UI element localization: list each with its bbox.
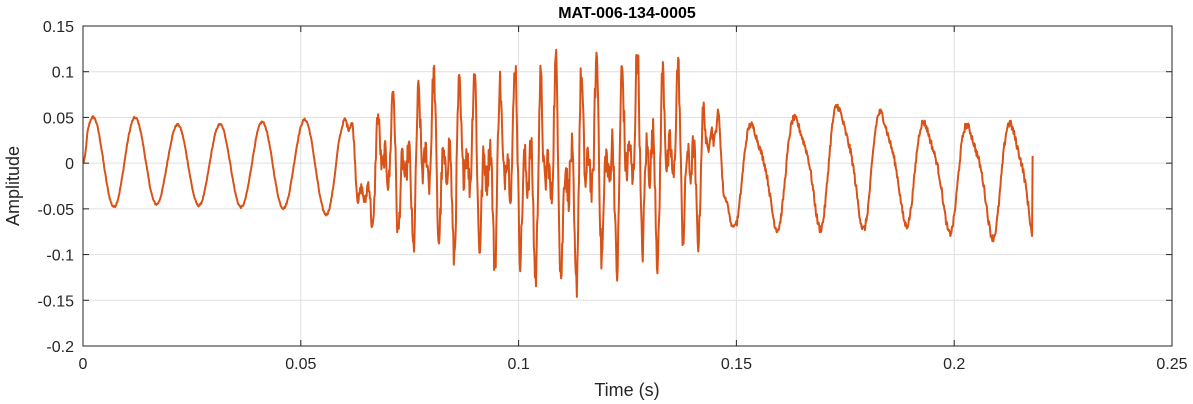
x-tick-label: 0.15	[721, 356, 752, 373]
x-tick-label: 0.05	[285, 356, 316, 373]
chart-title: MAT-006-134-0005	[558, 5, 696, 22]
x-axis-tick-labels: 0 0.05 0.1 0.15 0.2 0.25	[79, 356, 1188, 373]
y-tick-label: -0.05	[38, 202, 75, 219]
plot-area-frame	[82, 25, 1173, 347]
y-axis-tick-labels: -0.2 -0.15 -0.1 -0.05 0 0.05 0.1 0.15	[38, 19, 75, 356]
x-tick-label: 0.1	[507, 356, 529, 373]
y-tick-label: 0.05	[43, 110, 74, 127]
axis-ticks	[82, 25, 1173, 347]
y-tick-label: 0.1	[52, 65, 74, 82]
x-tick-label: 0	[79, 356, 88, 373]
x-tick-label: 0.25	[1156, 356, 1187, 373]
plot-area-background	[83, 26, 1172, 346]
y-tick-label: 0.15	[43, 19, 74, 36]
series-line	[82, 48, 1034, 298]
y-tick-label: 0	[65, 156, 74, 173]
x-tick-label: 0.2	[943, 356, 965, 373]
x-axis-label: Time (s)	[594, 380, 659, 400]
y-tick-label: -0.15	[38, 293, 75, 310]
y-tick-label: -0.2	[46, 339, 74, 356]
y-axis-label: Amplitude	[3, 146, 23, 226]
y-tick-label: -0.1	[46, 248, 74, 265]
